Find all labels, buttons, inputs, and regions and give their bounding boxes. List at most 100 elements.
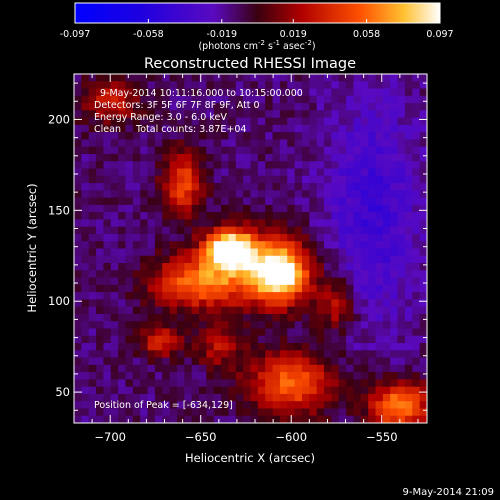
colorbar-units: (photons cm-2 s-1 asec-2) — [198, 39, 315, 52]
heatmap-cell — [125, 292, 134, 300]
heatmap-cell — [243, 241, 251, 249]
heatmap-cell — [375, 117, 384, 126]
heatmap-cell — [375, 350, 384, 358]
heatmap-cell — [199, 306, 207, 315]
heatmap-cell — [235, 335, 244, 344]
heatmap-cell — [154, 306, 163, 315]
heatmap-cell — [125, 415, 134, 424]
heatmap-cell — [390, 190, 398, 198]
heatmap-cell — [103, 190, 112, 198]
heatmap-cell — [324, 95, 332, 104]
heatmap-cell — [118, 357, 126, 366]
heatmap-cell — [257, 364, 266, 373]
heatmap-cell — [265, 379, 273, 388]
heatmap-cell — [353, 175, 362, 184]
heatmap-cell — [213, 357, 222, 366]
heatmap-cell — [140, 408, 148, 417]
heatmap-cell — [243, 321, 251, 329]
heatmap-cell — [162, 146, 170, 155]
heatmap-cell — [74, 335, 82, 344]
heatmap-cell — [169, 146, 178, 155]
heatmap-cell — [309, 393, 318, 402]
heatmap-cell — [96, 313, 104, 322]
heatmap-cell — [243, 364, 251, 373]
heatmap-cell — [213, 74, 222, 82]
heatmap-cell — [265, 103, 273, 111]
heatmap-cell — [375, 153, 384, 162]
heatmap-cell — [154, 226, 163, 235]
heatmap-cell — [397, 204, 406, 213]
heatmap-cell — [390, 299, 398, 308]
heatmap-cell — [206, 328, 215, 337]
heatmap-cell — [147, 139, 156, 148]
heatmap-cell — [338, 153, 347, 162]
heatmap-cell — [132, 343, 141, 351]
heatmap-cell — [338, 241, 347, 249]
heatmap-cell — [309, 415, 318, 424]
heatmap-cell — [419, 88, 428, 97]
heatmap-cell — [382, 386, 391, 395]
heatmap-cell — [404, 248, 413, 257]
heatmap-cell — [257, 343, 266, 351]
heatmap-cell — [294, 95, 303, 104]
heatmap-cell — [294, 364, 303, 373]
heatmap-cell — [213, 88, 222, 97]
heatmap-cell — [206, 241, 215, 249]
heatmap-cell — [213, 153, 222, 162]
heatmap-cell — [265, 233, 273, 242]
y-axis-label: Heliocentric Y (arcsec) — [25, 183, 39, 312]
heatmap-cell — [316, 117, 325, 126]
heatmap-cell — [250, 212, 259, 220]
heatmap-cell — [74, 343, 82, 351]
heatmap-cell — [294, 408, 303, 417]
heatmap-cell — [294, 393, 303, 402]
heatmap-cell — [74, 350, 82, 358]
heatmap-cell — [132, 139, 141, 148]
heatmap-cell — [257, 146, 266, 155]
heatmap-cell — [243, 117, 251, 126]
heatmap-cell — [265, 219, 273, 228]
heatmap-cell — [265, 306, 273, 315]
heatmap-cell — [368, 226, 376, 235]
heatmap-cell — [96, 233, 104, 242]
heatmap-cell — [360, 292, 369, 300]
heatmap-cell — [228, 284, 237, 293]
heatmap-cell — [169, 190, 178, 198]
heatmap-cell — [338, 233, 347, 242]
heatmap-cell — [294, 379, 303, 388]
heatmap-cell — [125, 190, 134, 198]
heatmap-cell — [404, 226, 413, 235]
heatmap-cell — [140, 74, 148, 82]
heatmap-cell — [382, 292, 391, 300]
heatmap-cell — [191, 103, 200, 111]
heatmap-cell — [140, 386, 148, 395]
heatmap-cell — [110, 270, 119, 278]
heatmap-cell — [316, 95, 325, 104]
heatmap-cell — [74, 212, 82, 220]
heatmap-cell — [96, 415, 104, 424]
heatmap-cell — [375, 401, 384, 409]
heatmap-cell — [96, 306, 104, 315]
heatmap-cell — [404, 175, 413, 184]
heatmap-cell — [103, 103, 112, 111]
heatmap-cell — [140, 313, 148, 322]
heatmap-cell — [324, 241, 332, 249]
heatmap-cell — [257, 321, 266, 329]
heatmap-cell — [382, 401, 391, 409]
heatmap-cell — [257, 88, 266, 97]
heatmap-cell — [375, 175, 384, 184]
heatmap-cell — [162, 328, 170, 337]
heatmap-cell — [375, 292, 384, 300]
heatmap-cell — [147, 175, 156, 184]
heatmap-cell — [176, 408, 185, 417]
heatmap-cell — [338, 204, 347, 213]
heatmap-cell — [118, 393, 126, 402]
heatmap-cell — [221, 190, 229, 198]
heatmap-cell — [257, 277, 266, 286]
heatmap-cell — [287, 190, 296, 198]
heatmap-cell — [235, 343, 244, 351]
heatmap-cell — [199, 364, 207, 373]
heatmap-cell — [206, 357, 215, 366]
heatmap-cell — [301, 408, 310, 417]
heatmap-cell — [331, 408, 340, 417]
